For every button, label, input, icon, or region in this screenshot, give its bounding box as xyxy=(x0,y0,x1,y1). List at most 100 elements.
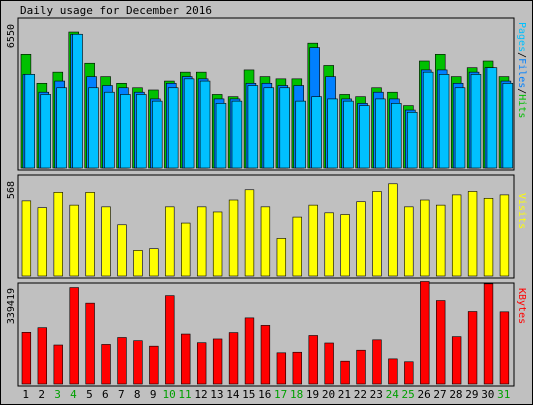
kbytes-bar xyxy=(499,311,510,385)
day-label: 25 xyxy=(402,388,415,401)
visits-bar xyxy=(324,212,334,277)
kbytes-bar xyxy=(53,344,63,385)
visits-bar xyxy=(53,192,63,277)
kbytes-bar xyxy=(37,327,47,385)
visits-bar xyxy=(149,248,159,277)
kbytes-bar xyxy=(212,338,223,385)
legend-separator: / xyxy=(516,88,527,94)
pages-bar xyxy=(167,87,179,169)
pages-bar xyxy=(422,71,434,169)
day-label: 20 xyxy=(322,388,335,401)
pages-bar xyxy=(343,100,354,169)
day-label: 23 xyxy=(370,388,383,401)
visits-bar xyxy=(117,224,127,277)
day-label: 4 xyxy=(70,388,77,401)
day-label: 28 xyxy=(449,388,462,401)
legend-entry: KBytes xyxy=(516,288,527,324)
visits-bar xyxy=(69,204,79,277)
day-label: 17 xyxy=(274,388,287,401)
pages-bar xyxy=(231,100,243,169)
visits-bar xyxy=(467,191,478,277)
kbytes-bar xyxy=(308,335,318,385)
kbytes-bar xyxy=(404,361,414,385)
hits-files-pages-bars xyxy=(20,31,514,169)
pages-bar xyxy=(152,100,163,169)
legend-entry: Files xyxy=(516,58,527,88)
visits-bar xyxy=(451,194,462,277)
pages-bar xyxy=(72,33,83,169)
visits-bar xyxy=(21,200,32,277)
day-label: 7 xyxy=(118,388,125,401)
panel-legend: Pages/Files/Hits xyxy=(516,22,527,118)
pages-bar xyxy=(327,98,338,169)
visits-bar xyxy=(181,222,191,277)
kbytes-bar xyxy=(340,360,350,385)
panel-legends: Pages/Files/Hits Visits KBytes xyxy=(516,22,527,324)
pages-bar xyxy=(104,91,115,169)
panel-legend: KBytes xyxy=(516,288,527,324)
kbytes-bar xyxy=(69,287,79,385)
kbytes-bar xyxy=(324,342,334,385)
pages-bar xyxy=(40,94,51,169)
pages-bar xyxy=(375,98,386,169)
legend-separator: / xyxy=(516,52,527,58)
kbytes-bars xyxy=(21,281,510,385)
day-label: 29 xyxy=(465,388,478,401)
pages-bar xyxy=(56,87,67,169)
kbytes-bar xyxy=(467,311,478,385)
max-value-label: 6550 xyxy=(6,24,17,48)
visits-bar xyxy=(340,214,350,277)
pages-bar xyxy=(215,103,227,169)
kbytes-bar xyxy=(244,317,255,385)
day-label: 10 xyxy=(162,388,175,401)
pages-bar xyxy=(183,78,195,169)
visits-bar xyxy=(212,211,223,277)
kbytes-bar xyxy=(260,325,271,385)
visits-bar xyxy=(101,206,111,277)
day-label: 8 xyxy=(134,388,141,401)
day-label: 5 xyxy=(86,388,93,401)
pages-bar xyxy=(120,94,131,169)
kbytes-bar xyxy=(181,333,191,385)
kbytes-bar xyxy=(276,352,287,385)
day-label: 22 xyxy=(354,388,367,401)
day-label: 9 xyxy=(150,388,157,401)
visits-bar xyxy=(499,194,510,277)
visits-bar xyxy=(37,207,47,277)
pages-bar xyxy=(454,87,466,169)
visits-bar xyxy=(276,238,287,277)
visits-bar xyxy=(308,204,318,277)
pages-bar xyxy=(24,74,36,169)
kbytes-bar xyxy=(149,345,159,385)
day-label: 14 xyxy=(226,388,240,401)
max-value-label: 568 xyxy=(6,181,17,199)
day-label: 2 xyxy=(38,388,45,401)
day-label: 21 xyxy=(338,388,351,401)
visits-bar xyxy=(420,199,430,277)
pages-bar xyxy=(486,67,498,169)
kbytes-bar xyxy=(292,351,302,385)
day-label: 24 xyxy=(386,388,400,401)
max-value-label: 339419 xyxy=(6,288,17,324)
day-label: 3 xyxy=(54,388,61,401)
visits-bar xyxy=(292,216,302,277)
chart-title: Daily usage for December 2016 xyxy=(20,4,213,17)
day-label: 31 xyxy=(497,388,510,401)
visits-bar xyxy=(165,206,175,277)
visits-bar xyxy=(133,250,143,277)
visits-bar xyxy=(372,191,382,277)
kbytes-bar xyxy=(21,332,32,385)
legend-entry: Hits xyxy=(516,94,527,118)
legend-entry: Visits xyxy=(516,193,527,229)
pages-bar xyxy=(279,87,290,169)
visits-bars xyxy=(21,183,510,277)
kbytes-bar xyxy=(228,332,239,385)
panel-legend: Visits xyxy=(516,193,527,229)
visits-bar xyxy=(483,197,494,277)
day-label: 26 xyxy=(417,388,430,401)
kbytes-bar xyxy=(420,281,430,385)
pages-bar xyxy=(391,103,402,169)
max-value-labels: 6550 568 339419 xyxy=(6,24,17,324)
day-label: 12 xyxy=(194,388,207,401)
